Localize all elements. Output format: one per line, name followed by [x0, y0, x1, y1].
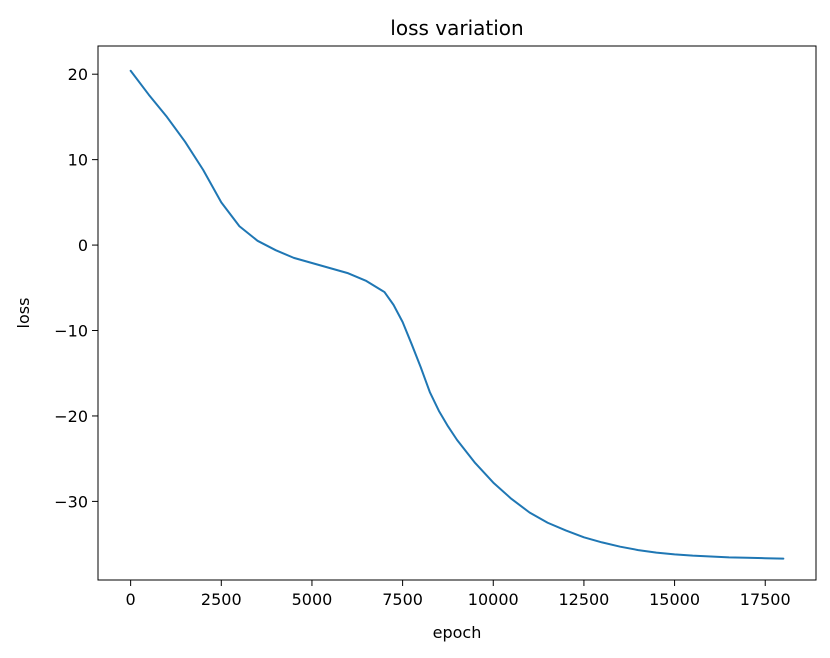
x-tick-label: 12500: [558, 590, 609, 609]
chart-title: loss variation: [390, 16, 523, 40]
x-axis-label: epoch: [433, 623, 482, 642]
y-axis-label: loss: [14, 298, 33, 329]
x-axis: 0 2500 5000 7500 10000 12500 15000 17500: [126, 580, 791, 609]
x-tick-label: 15000: [649, 590, 700, 609]
y-tick-label: −30: [54, 492, 88, 511]
x-tick-label: 5000: [292, 590, 333, 609]
x-tick-label: 0: [126, 590, 136, 609]
y-tick-label: −20: [54, 407, 88, 426]
y-tick-label: 10: [68, 151, 88, 170]
y-tick-label: −10: [54, 322, 88, 341]
plot-area-frame: [97, 45, 817, 581]
y-axis: 20 10 0 −10 −20 −30: [54, 65, 98, 511]
loss-series-line: [129, 69, 785, 560]
x-tick-label: 17500: [740, 590, 791, 609]
x-tick-label: 7500: [382, 590, 423, 609]
x-tick-label: 10000: [468, 590, 519, 609]
x-tick-label: 2500: [201, 590, 242, 609]
y-tick-label: 0: [78, 236, 88, 255]
y-tick-label: 20: [68, 65, 88, 84]
